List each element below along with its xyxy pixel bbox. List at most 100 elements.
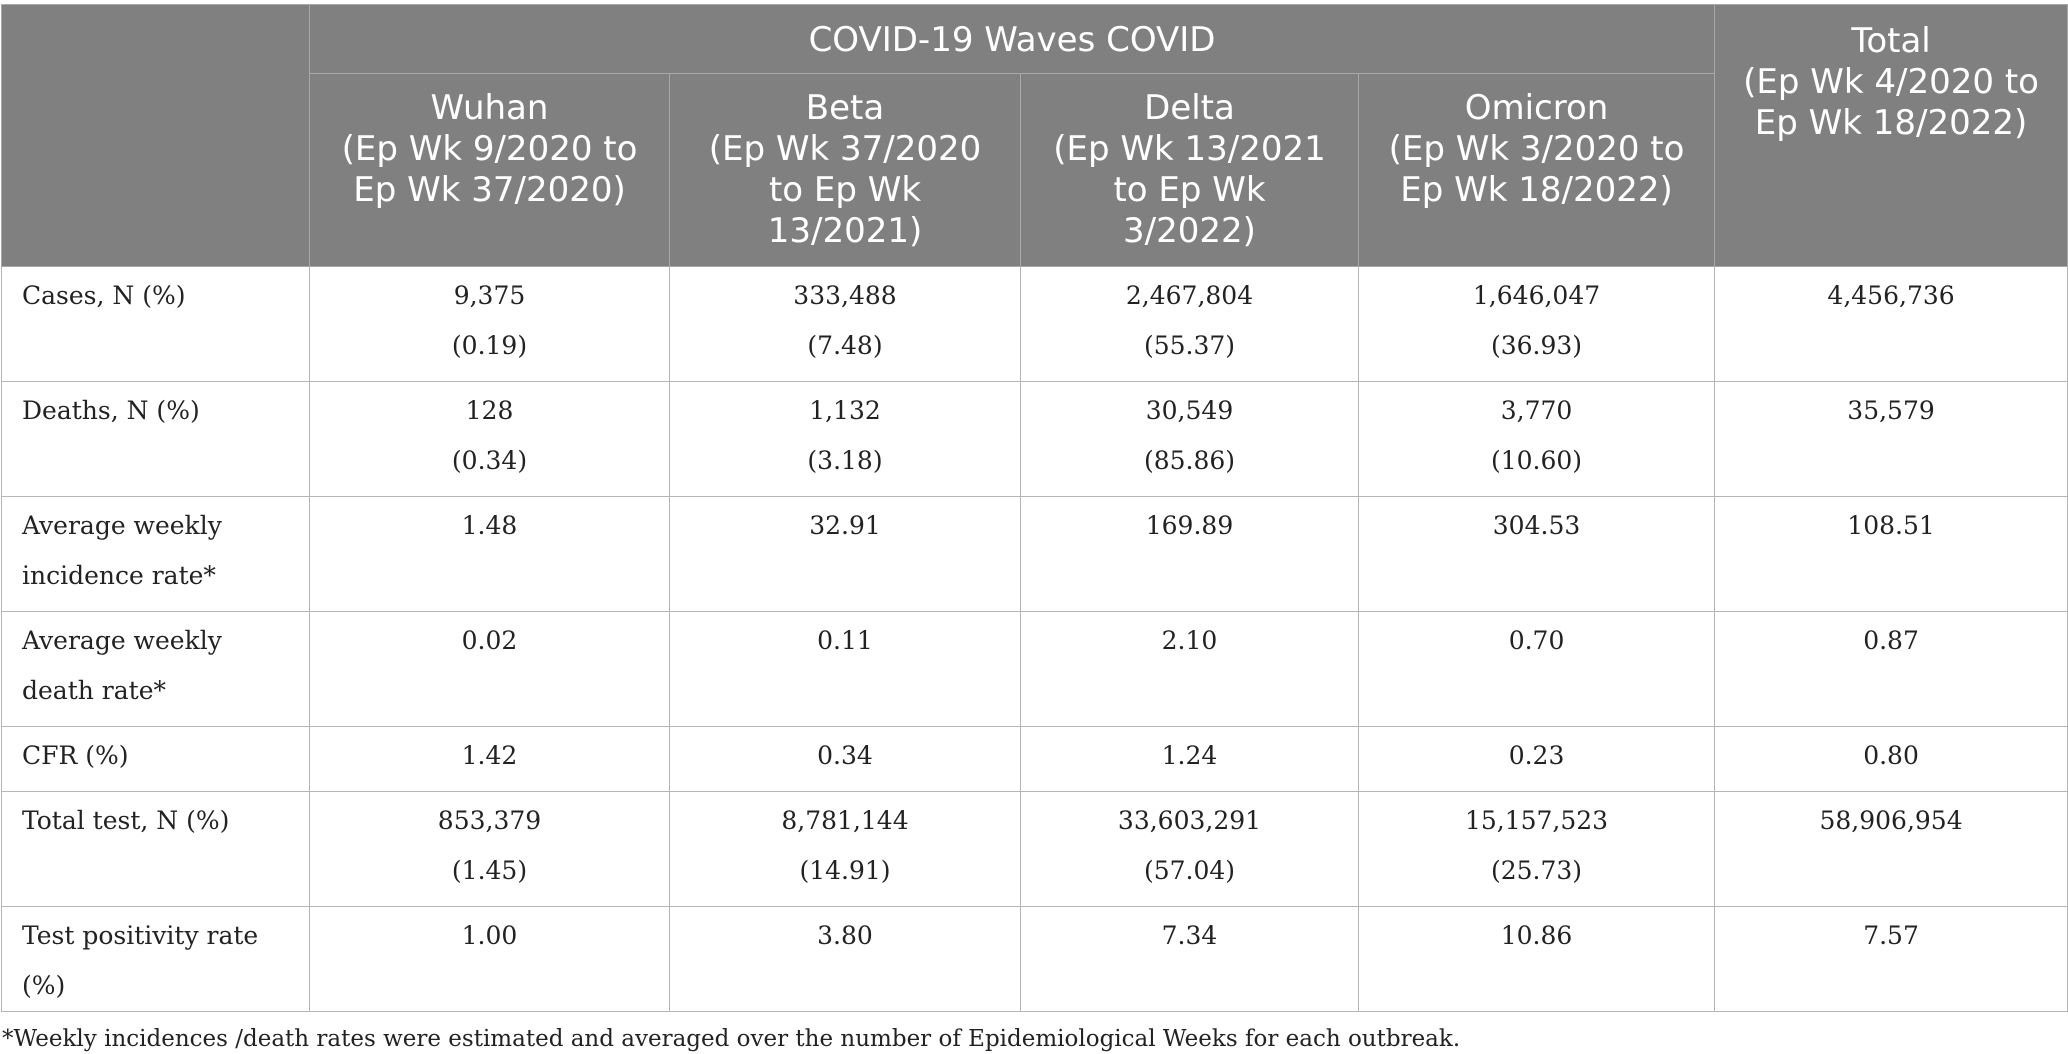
cell-value: 0.70 [1508, 626, 1565, 655]
header-corner-cell [1, 4, 310, 267]
total-cell: 7.57 [1714, 906, 2068, 1012]
data-cell: 10.86 [1357, 906, 1716, 1012]
total-cell: 35,579 [1714, 381, 2068, 497]
column-header-name: Beta [805, 88, 885, 128]
total-header-name: Total [1851, 21, 1931, 61]
cell-value: 1.24 [1161, 741, 1218, 770]
data-cell: 2,467,804 (55.37) [1020, 266, 1359, 382]
data-cell: 0.34 [669, 726, 1021, 792]
row-label: Average weekly incidence rate* [1, 496, 310, 612]
row-label: Cases, N (%) [1, 266, 310, 382]
data-cell: 128 (0.34) [309, 381, 670, 497]
cell-percent: (14.91) [799, 856, 891, 885]
data-cell: 1.24 [1020, 726, 1359, 792]
cell-value: 1.48 [461, 511, 518, 540]
cell-count: 33,603,291 [1117, 806, 1262, 835]
total-cell: 4,456,736 [1714, 266, 2068, 382]
cell-value: 0.23 [1508, 741, 1565, 770]
cell-count: 9,375 [453, 281, 526, 310]
data-cell: 0.11 [669, 611, 1021, 727]
data-cell: 1.00 [309, 906, 670, 1012]
cell-count: 333,488 [793, 281, 897, 310]
data-cell: 9,375 (0.19) [309, 266, 670, 382]
cell-value: 7.34 [1161, 921, 1218, 950]
cell-percent: (10.60) [1490, 446, 1583, 475]
waves-group-header: COVID-19 Waves COVID [308, 4, 1716, 74]
cell-count: 1,132 [809, 396, 881, 425]
cell-value: 32.91 [809, 511, 881, 540]
cell-count: 3,770 [1500, 396, 1573, 425]
omicron-column-header: Omicron (Ep Wk 3/2020 to Ep Wk 18/2022) [1357, 73, 1716, 267]
cell-total: 35,579 [1847, 396, 1935, 425]
data-cell: 333,488 (7.48) [669, 266, 1021, 382]
cell-percent: (55.37) [1143, 331, 1236, 360]
data-cell: 1.42 [309, 726, 670, 792]
covid-waves-table: COVID-19 Waves COVID Total (Ep Wk 4/2020… [1, 4, 2068, 1012]
table-row: Deaths, N (%) 128 (0.34) 1,132 (3.18) 30,5… [1, 381, 2068, 497]
column-header-period: (Ep Wk 3/2020 to Ep Wk 18/2022) [1388, 129, 1685, 210]
cell-percent: (0.34) [451, 446, 528, 475]
cell-value: 0.34 [817, 741, 873, 770]
data-cell: 32.91 [669, 496, 1021, 612]
cell-percent: (1.45) [451, 856, 528, 885]
table-row: Cases, N (%) 9,375 (0.19) 333,488 (7.48) 2… [1, 266, 2068, 382]
table-row: Average weekly death rate* 0.02 0.11 2.1… [1, 611, 2068, 727]
total-column-header: Total (Ep Wk 4/2020 to Ep Wk 18/2022) [1714, 4, 2068, 267]
cell-value: 2.10 [1161, 626, 1218, 655]
data-cell: 853,379 (1.45) [309, 791, 670, 907]
data-cell: 0.70 [1357, 611, 1716, 727]
row-label: CFR (%) [1, 726, 310, 792]
total-cell: 0.80 [1714, 726, 2068, 792]
column-header-name: Delta [1144, 88, 1235, 128]
cell-total: 0.80 [1863, 741, 1919, 770]
row-label: Total test, N (%) [1, 791, 310, 907]
column-header-name: Omicron [1464, 88, 1609, 128]
data-cell: 0.23 [1357, 726, 1716, 792]
data-cell: 3.80 [669, 906, 1021, 1012]
total-cell: 0.87 [1714, 611, 2068, 727]
cell-count: 853,379 [437, 806, 542, 835]
cell-value: 0.11 [817, 626, 873, 655]
wuhan-column-header: Wuhan (Ep Wk 9/2020 to Ep Wk 37/2020) [309, 73, 670, 267]
data-cell: 7.34 [1020, 906, 1359, 1012]
data-cell: 169.89 [1020, 496, 1359, 612]
delta-column-header: Delta (Ep Wk 13/2021 to Ep Wk 3/2022) [1020, 73, 1359, 267]
cell-total: 108.51 [1847, 511, 1935, 540]
cell-value: 304.53 [1492, 511, 1581, 540]
cell-percent: (57.04) [1143, 856, 1236, 885]
cell-value: 0.02 [461, 626, 518, 655]
cell-value: 1.42 [461, 741, 518, 770]
data-cell: 15,157,523 (25.73) [1357, 791, 1716, 907]
cell-total: 58,906,954 [1819, 806, 1963, 835]
cell-percent: (0.19) [451, 331, 528, 360]
data-cell: 0.02 [309, 611, 670, 727]
beta-column-header: Beta (Ep Wk 37/2020 to Ep Wk 13/2021) [669, 73, 1021, 267]
row-label: Average weekly death rate* [1, 611, 310, 727]
cell-percent: (25.73) [1490, 856, 1583, 885]
data-cell: 3,770 (10.60) [1357, 381, 1716, 497]
column-header-period: (Ep Wk 13/2021 to Ep Wk 3/2022) [1053, 129, 1326, 251]
column-header-name: Wuhan [430, 88, 549, 128]
column-header-period: (Ep Wk 9/2020 to Ep Wk 37/2020) [341, 129, 638, 210]
table-row: Total test, N (%) 853,379 (1.45) 8,781,14… [1, 791, 2068, 907]
column-header-period: (Ep Wk 37/2020 to Ep Wk 13/2021) [708, 129, 982, 251]
cell-count: 2,467,804 [1125, 281, 1254, 310]
total-cell: 58,906,954 [1714, 791, 2068, 907]
cell-value: 169.89 [1145, 511, 1234, 540]
cell-total: 7.57 [1863, 921, 1919, 950]
cell-percent: (7.48) [807, 331, 883, 360]
row-label: Deaths, N (%) [1, 381, 310, 497]
cell-value: 1.00 [461, 921, 518, 950]
table-footnote: *Weekly incidences /death rates were est… [2, 1026, 1461, 1052]
table-row: CFR (%) 1.42 0.34 1.24 0.23 0.80 [1, 726, 2068, 792]
data-cell: 1.48 [309, 496, 670, 612]
cell-percent: (85.86) [1143, 446, 1236, 475]
total-header-period: (Ep Wk 4/2020 to Ep Wk 18/2022) [1743, 62, 2039, 143]
cell-count: 1,646,047 [1472, 281, 1601, 310]
cell-total: 0.87 [1863, 626, 1919, 655]
data-cell: 8,781,144 (14.91) [669, 791, 1021, 907]
table-row: Average weekly incidence rate* 1.48 32.9… [1, 496, 2068, 612]
table-row: Test positivity rate (%) 1.00 3.80 7.34 … [1, 906, 2068, 1012]
row-label: Test positivity rate (%) [1, 906, 310, 1012]
